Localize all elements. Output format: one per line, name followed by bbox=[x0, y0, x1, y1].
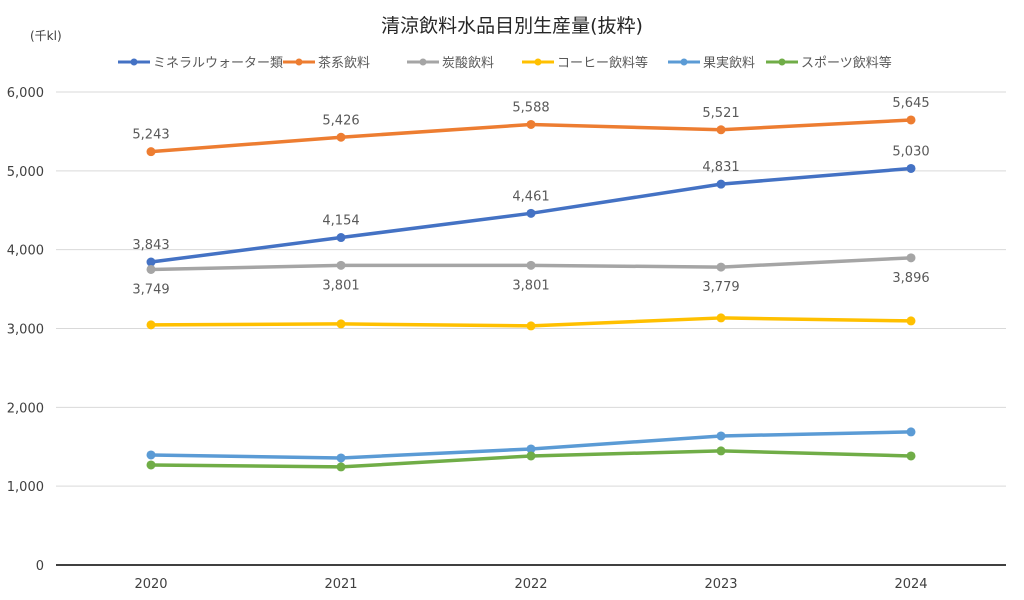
legend-item: コーヒー飲料等 bbox=[522, 55, 648, 71]
legend-item: スポーツ飲料等 bbox=[766, 55, 892, 71]
y-tick-label: 3,000 bbox=[7, 323, 44, 338]
series-2 bbox=[146, 253, 916, 274]
data-point bbox=[906, 253, 916, 263]
legend-dot-marker bbox=[419, 58, 427, 66]
legend-label: コーヒー飲料等 bbox=[557, 55, 648, 71]
data-label: 3,779 bbox=[702, 280, 739, 295]
chart-title: 清涼飲料水品目別生産量(抜粋) bbox=[381, 15, 643, 37]
data-label: 3,801 bbox=[322, 278, 359, 293]
legend-label: スポーツ飲料等 bbox=[801, 55, 892, 71]
data-point bbox=[336, 319, 346, 329]
x-tick-label: 2022 bbox=[514, 577, 547, 592]
data-point bbox=[146, 450, 156, 460]
legend-dot-marker bbox=[534, 58, 542, 66]
data-point bbox=[716, 179, 726, 189]
data-label: 5,645 bbox=[892, 96, 929, 111]
series-group bbox=[146, 115, 916, 472]
series-0 bbox=[146, 163, 916, 267]
data-label: 5,588 bbox=[512, 100, 549, 115]
data-point bbox=[906, 115, 916, 125]
data-point bbox=[146, 264, 156, 274]
y-tick-label: 5,000 bbox=[7, 165, 44, 180]
data-point bbox=[336, 260, 346, 270]
data-labels: 3,843 4,154 4,461 4,831 5,030 5,243 5,426 5,588… bbox=[132, 96, 929, 297]
series-4 bbox=[146, 427, 916, 463]
y-tick-label: 6,000 bbox=[7, 86, 44, 101]
data-point bbox=[906, 163, 916, 173]
data-point bbox=[716, 262, 726, 272]
x-tick-label: 2020 bbox=[134, 577, 167, 592]
data-point bbox=[906, 451, 916, 461]
data-label: 5,030 bbox=[892, 144, 929, 159]
data-point bbox=[526, 208, 536, 218]
legend-dot-marker bbox=[680, 58, 688, 66]
legend-label: ミネラルウォーター類 bbox=[153, 56, 283, 71]
x-axis: 2020 2021 2022 2023 2024 bbox=[56, 564, 1006, 592]
legend-label: 果実飲料 bbox=[703, 55, 755, 71]
data-point bbox=[906, 316, 916, 326]
data-point bbox=[716, 313, 726, 323]
legend-label: 茶系飲料 bbox=[318, 55, 370, 71]
data-label: 3,801 bbox=[512, 278, 549, 293]
y-tick-label: 2,000 bbox=[7, 401, 44, 416]
data-label: 3,843 bbox=[132, 238, 169, 253]
legend-item: 茶系飲料 bbox=[283, 55, 370, 71]
data-point bbox=[526, 444, 536, 454]
y-axis-unit-label: (千kl) bbox=[30, 29, 62, 43]
data-point bbox=[526, 321, 536, 331]
data-point bbox=[716, 125, 726, 135]
legend-dot-marker bbox=[295, 58, 303, 66]
data-label: 3,896 bbox=[892, 271, 929, 286]
data-label: 5,521 bbox=[702, 106, 739, 121]
series-1 bbox=[146, 115, 916, 157]
series-5 bbox=[146, 446, 916, 472]
data-point bbox=[906, 427, 916, 437]
data-point bbox=[336, 233, 346, 243]
data-point bbox=[146, 460, 156, 470]
legend-item: 果実飲料 bbox=[668, 55, 755, 71]
data-point bbox=[336, 453, 346, 463]
data-point bbox=[336, 462, 346, 472]
data-point bbox=[146, 147, 156, 157]
data-label: 4,831 bbox=[702, 160, 739, 175]
data-point bbox=[716, 431, 726, 441]
data-point bbox=[146, 257, 156, 267]
data-point bbox=[526, 260, 536, 270]
data-point bbox=[336, 132, 346, 142]
x-tick-label: 2024 bbox=[894, 577, 927, 592]
data-point bbox=[526, 119, 536, 129]
y-tick-label: 1,000 bbox=[7, 480, 44, 495]
y-tick-label: 4,000 bbox=[7, 244, 44, 259]
x-tick-label: 2023 bbox=[704, 577, 737, 592]
data-label: 5,426 bbox=[322, 113, 359, 128]
data-point bbox=[526, 451, 536, 461]
x-tick-label: 2021 bbox=[324, 577, 357, 592]
legend: ミネラルウォーター類 茶系飲料 炭酸飲料 コーヒー飲料等 果実飲料 スポーツ飲料等 bbox=[118, 55, 892, 71]
legend-item: ミネラルウォーター類 bbox=[118, 56, 283, 71]
legend-label: 炭酸飲料 bbox=[442, 55, 494, 71]
series-3 bbox=[146, 313, 916, 331]
y-axis-ticks: 0 1,000 2,000 3,000 4,000 5,000 6,000 bbox=[7, 86, 44, 574]
data-point bbox=[146, 320, 156, 330]
legend-dot-marker bbox=[778, 58, 786, 66]
legend-item: 炭酸飲料 bbox=[407, 55, 494, 71]
data-point bbox=[716, 446, 726, 456]
data-label: 4,461 bbox=[512, 189, 549, 204]
data-label: 5,243 bbox=[132, 128, 169, 143]
y-tick-label: 0 bbox=[36, 559, 44, 574]
data-label: 4,154 bbox=[322, 214, 359, 229]
legend-dot-marker bbox=[130, 58, 138, 66]
data-label: 3,749 bbox=[132, 282, 169, 297]
